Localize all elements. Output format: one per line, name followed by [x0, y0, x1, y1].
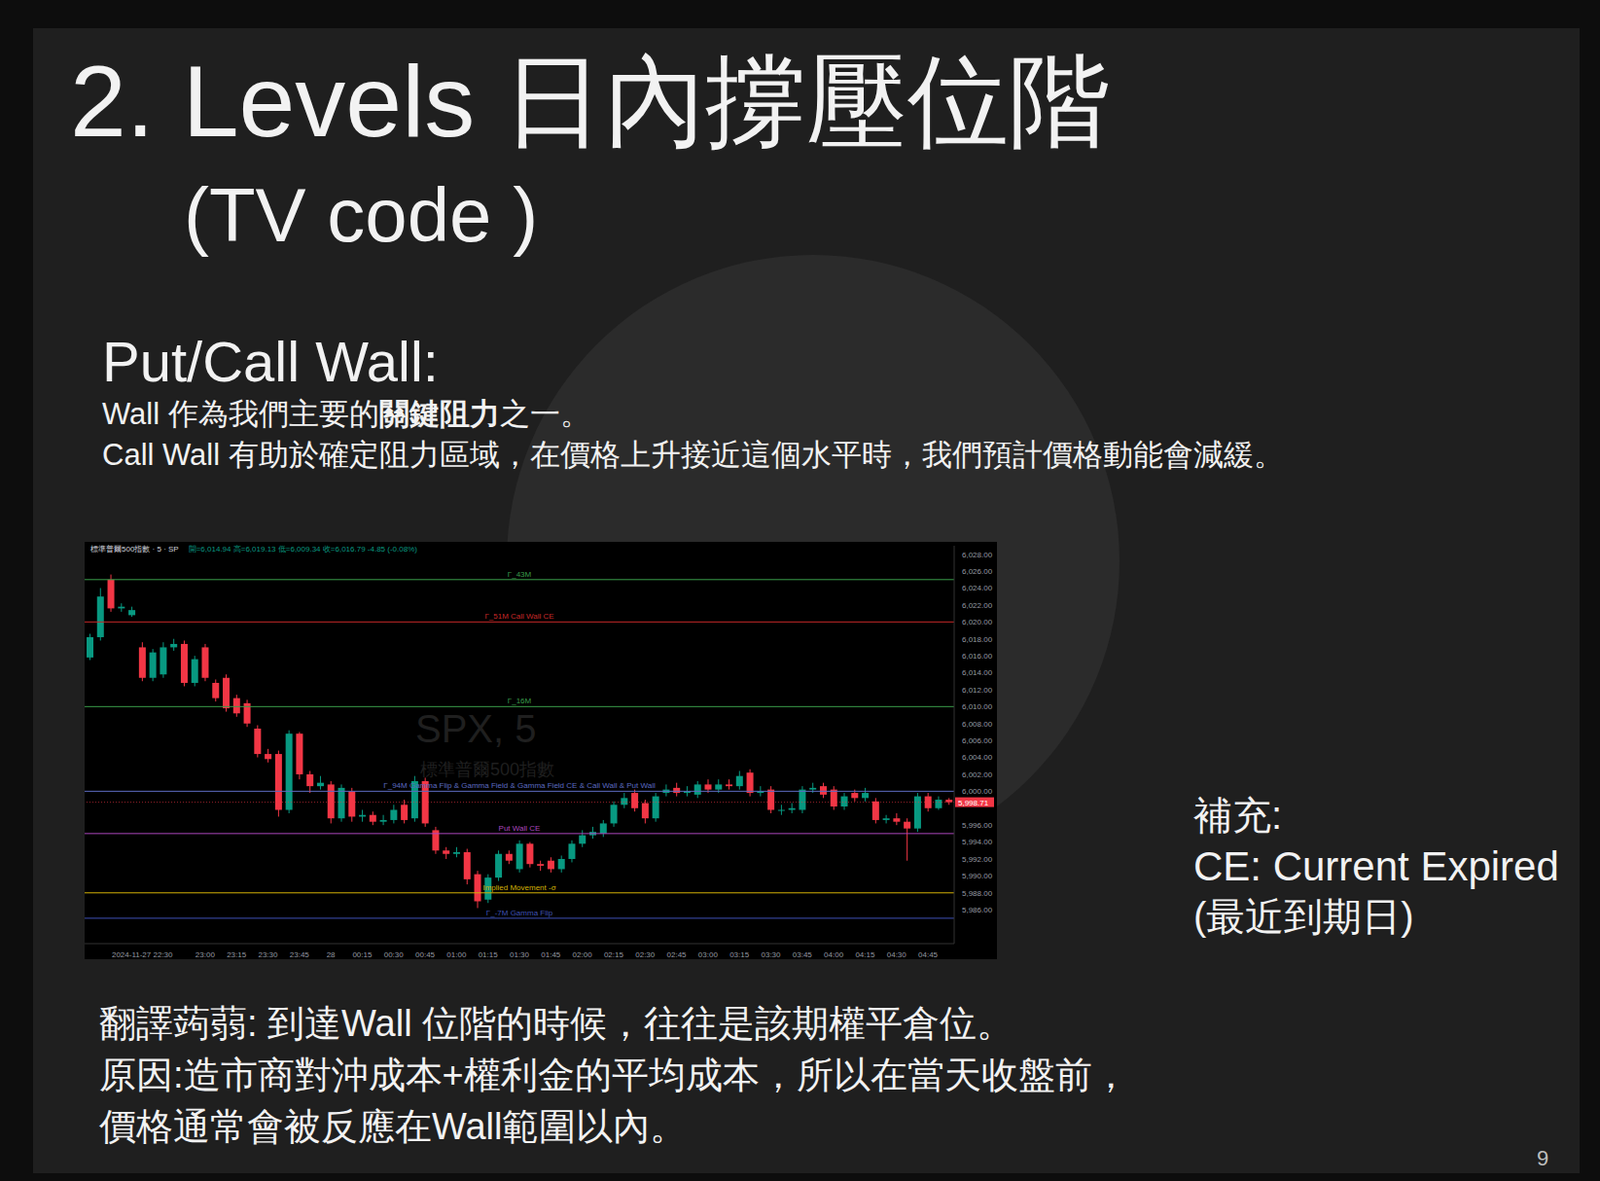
svg-text:04:45: 04:45: [918, 950, 939, 960]
svg-text:5,990.00: 5,990.00: [961, 871, 994, 881]
svg-text:5,992.00: 5,992.00: [961, 854, 994, 864]
html-text:2. Levels 日內撐壓位階: 2. Levels 日內撐壓位階: [70, 44, 1110, 158]
html-text:(TV code ): (TV code ): [183, 172, 538, 258]
svg-text:5,988.00: 5,988.00: [961, 888, 994, 898]
html-text:9: 9: [1536, 1145, 1549, 1171]
html-text:原因:造市商對沖成本+權利金的平均成本，所以在當天收盤前，: 原因:造市商對沖成本+權利金的平均成本，所以在當天收盤前，: [99, 1054, 1130, 1096]
svg-text:5,998.71: 5,998.71: [958, 798, 990, 808]
svg-text:Γ_-7M Gamma Flip: Γ_-7M Gamma Flip: [486, 908, 554, 918]
svg-text:6,026.00: 6,026.00: [961, 567, 994, 576]
html-text:Put/Call Wall:: Put/Call Wall:: [102, 329, 439, 393]
svg-text:03:45: 03:45: [792, 950, 814, 960]
html-text:開=6,014.94 高=6,019.13 低=6,009.: 開=6,014.94 高=6,019.13 低=6,009.34 收=6,016…: [188, 544, 418, 554]
svg-text:6,002.00: 6,002.00: [961, 770, 994, 780]
svg-text:01:15: 01:15: [478, 950, 499, 960]
svg-text:6,000.00: 6,000.00: [961, 786, 994, 796]
svg-text:00:30: 00:30: [384, 950, 405, 960]
svg-text:28: 28: [326, 950, 336, 960]
svg-text:5,986.00: 5,986.00: [961, 905, 994, 915]
html-text:標準普爾500指數: 標準普爾500指數: [420, 759, 555, 780]
svg-text:6,018.00: 6,018.00: [961, 635, 994, 644]
svg-text:23:00: 23:00: [195, 950, 216, 960]
svg-text:6,028.00: 6,028.00: [961, 550, 994, 560]
svg-text:6,004.00: 6,004.00: [961, 752, 994, 762]
svg-text:23:45: 23:45: [289, 950, 311, 960]
svg-text:Implied Movement -σ: Implied Movement -σ: [482, 883, 556, 892]
html-text:補充:: 補充:: [1193, 793, 1283, 837]
svg-text:6,014.00: 6,014.00: [961, 668, 994, 677]
html-text:Wall 作為我們主要的關鍵阻力之一。: Wall 作為我們主要的關鍵阻力之一。: [102, 396, 591, 431]
html-text:Call Wall 有助於確定阻力區域，在價格上升接近這個水: Call Wall 有助於確定阻力區域，在價格上升接近這個水平時，我們預計價格動…: [102, 437, 1284, 472]
svg-text:Put Wall CE: Put Wall CE: [498, 823, 541, 833]
svg-text:04:30: 04:30: [887, 950, 908, 960]
svg-text:02:45: 02:45: [667, 950, 688, 960]
svg-text:6,012.00: 6,012.00: [961, 685, 994, 695]
svg-text:5,994.00: 5,994.00: [961, 837, 994, 847]
html-text:CE: Current Expired: CE: Current Expired: [1193, 843, 1559, 889]
svg-text:03:30: 03:30: [760, 950, 782, 960]
svg-text:6,022.00: 6,022.00: [961, 601, 994, 610]
html-text:翻譯蒟蒻: 到達Wall 位階的時候，往往是該期權平倉位。: 翻譯蒟蒻: 到達Wall 位階的時候，往往是該期權平倉位。: [99, 1002, 1014, 1044]
svg-text:6,020.00: 6,020.00: [961, 617, 994, 627]
html-text:價格通常會被反應在Wall範圍以內。: 價格通常會被反應在Wall範圍以內。: [99, 1105, 688, 1147]
svg-text:03:15: 03:15: [729, 950, 750, 960]
html-text:(最近到期日): (最近到期日): [1193, 894, 1414, 938]
svg-text:6,006.00: 6,006.00: [961, 736, 994, 746]
svg-text:6,016.00: 6,016.00: [961, 651, 994, 661]
svg-text:04:15: 04:15: [854, 950, 876, 960]
svg-text:5,996.00: 5,996.00: [961, 820, 994, 830]
svg-text:00:15: 00:15: [352, 950, 373, 960]
svg-text:01:00: 01:00: [446, 950, 467, 960]
svg-text:6,010.00: 6,010.00: [961, 702, 994, 712]
svg-text:Γ_16M: Γ_16M: [507, 696, 533, 706]
html-text:SPX, 5: SPX, 5: [415, 707, 537, 750]
svg-text:02:15: 02:15: [604, 950, 625, 960]
svg-text:Γ_43M: Γ_43M: [507, 569, 533, 579]
svg-text:02:00: 02:00: [572, 950, 594, 960]
svg-text:00:45: 00:45: [415, 950, 436, 960]
svg-text:6,024.00: 6,024.00: [961, 583, 994, 593]
svg-text:2024-11-27 22:30: 2024-11-27 22:30: [111, 950, 174, 960]
html-text:標準普爾500指數 · 5 · SP: 標準普爾500指數 · 5 · SP: [90, 544, 179, 554]
svg-text:01:45: 01:45: [540, 950, 562, 960]
svg-text:23:15: 23:15: [226, 950, 248, 960]
svg-text:Γ_94M Gamma Flip & Gamma Fiel: Γ_94M Gamma Flip & Gamma Field & Gamma F…: [383, 781, 656, 790]
svg-text:04:00: 04:00: [823, 950, 845, 960]
svg-text:02:30: 02:30: [635, 950, 656, 960]
svg-text:6,008.00: 6,008.00: [961, 719, 994, 729]
svg-text:Γ_51M Call Wall CE: Γ_51M Call Wall CE: [484, 611, 554, 621]
svg-text:03:00: 03:00: [698, 950, 719, 960]
svg-text:01:30: 01:30: [509, 950, 531, 960]
svg-text:23:30: 23:30: [257, 950, 279, 960]
